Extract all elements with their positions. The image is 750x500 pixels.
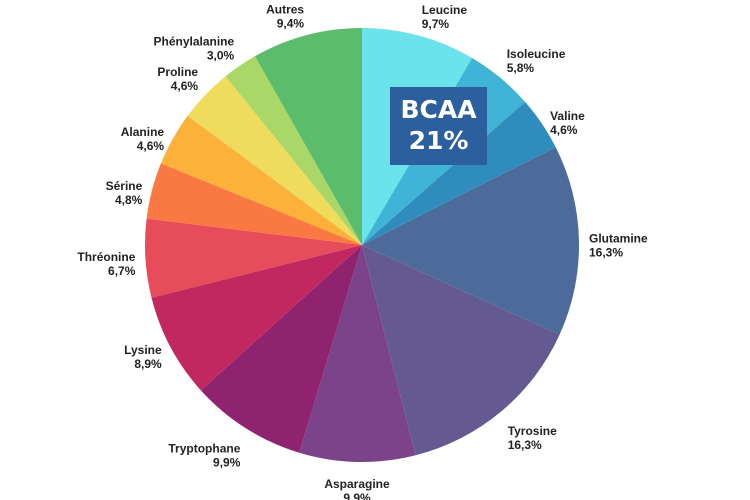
slice-glutamine — [362, 147, 580, 335]
slice-asparagine — [299, 245, 416, 463]
label-asparagine: Asparagine 9,9% — [324, 477, 390, 500]
slice-serine — [146, 163, 362, 245]
slice-proline — [187, 76, 362, 245]
label-glutamine: Glutamine 16,3% — [589, 231, 648, 259]
label-threonine: Thréonine 6,7% — [77, 250, 135, 278]
label-proline: Proline 4,6% — [157, 65, 198, 93]
slice-valine — [362, 101, 556, 245]
slice-autres — [254, 28, 362, 245]
label-tryptophane: Tryptophane 9,9% — [168, 442, 240, 470]
label-leucine: Leucine 9,7% — [422, 3, 468, 31]
slice-tyrosine — [362, 245, 560, 456]
label-valine: Valine 4,6% — [550, 109, 585, 137]
slice-threonine — [145, 218, 362, 298]
label-alanine: Alanine 4,6% — [121, 125, 165, 153]
label-tyrosine: Tyrosine 16,3% — [508, 424, 557, 452]
bcaa-title: BCAA — [400, 95, 477, 124]
slice-alanine — [160, 115, 362, 246]
label-lysine: Lysine 8,9% — [124, 343, 162, 371]
slice-tryptophane — [200, 245, 362, 453]
slice-lysine — [151, 245, 362, 391]
label-autres: Autres 9,4% — [266, 3, 304, 31]
label-isoleucine: Isoleucine 5,8% — [507, 47, 566, 75]
bcaa-annotation: BCAA 21% — [390, 87, 487, 165]
label-serine: Sérine 4,8% — [106, 179, 143, 207]
slice-phenylalanine — [225, 56, 362, 246]
pie-slices — [145, 27, 580, 463]
pie-labels: Leucine 9,7% Isoleucine 5,8% Valine 4,6% Gluta… — [77, 3, 648, 500]
label-phenylalanine: Phénylalanine 3,0% — [153, 34, 234, 62]
bcaa-value: 21% — [408, 126, 469, 155]
